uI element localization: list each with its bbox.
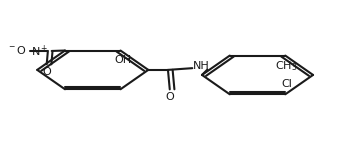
Text: OH: OH — [115, 55, 132, 65]
Text: CH$_3$: CH$_3$ — [275, 60, 298, 73]
Text: O: O — [165, 92, 174, 102]
Text: NH: NH — [193, 61, 210, 71]
Text: $\mathdefault{N}^+$: $\mathdefault{N}^+$ — [31, 43, 49, 59]
Text: Cl: Cl — [281, 79, 292, 89]
Text: O: O — [42, 67, 51, 77]
Text: $^-$O: $^-$O — [7, 44, 27, 56]
